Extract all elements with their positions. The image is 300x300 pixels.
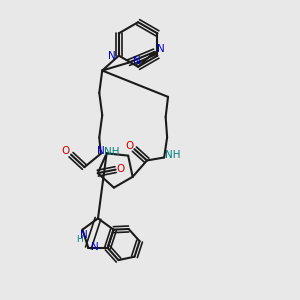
Text: O: O [61,146,70,156]
Text: N: N [157,44,165,54]
Text: N: N [91,242,99,252]
Text: NH: NH [165,150,181,160]
Text: O: O [117,164,125,174]
Text: NH: NH [104,147,120,157]
Text: N: N [133,56,141,66]
Text: N: N [80,230,88,240]
Text: O: O [126,141,134,151]
Text: N: N [107,51,115,61]
Text: H: H [76,235,83,244]
Text: N: N [98,146,105,156]
